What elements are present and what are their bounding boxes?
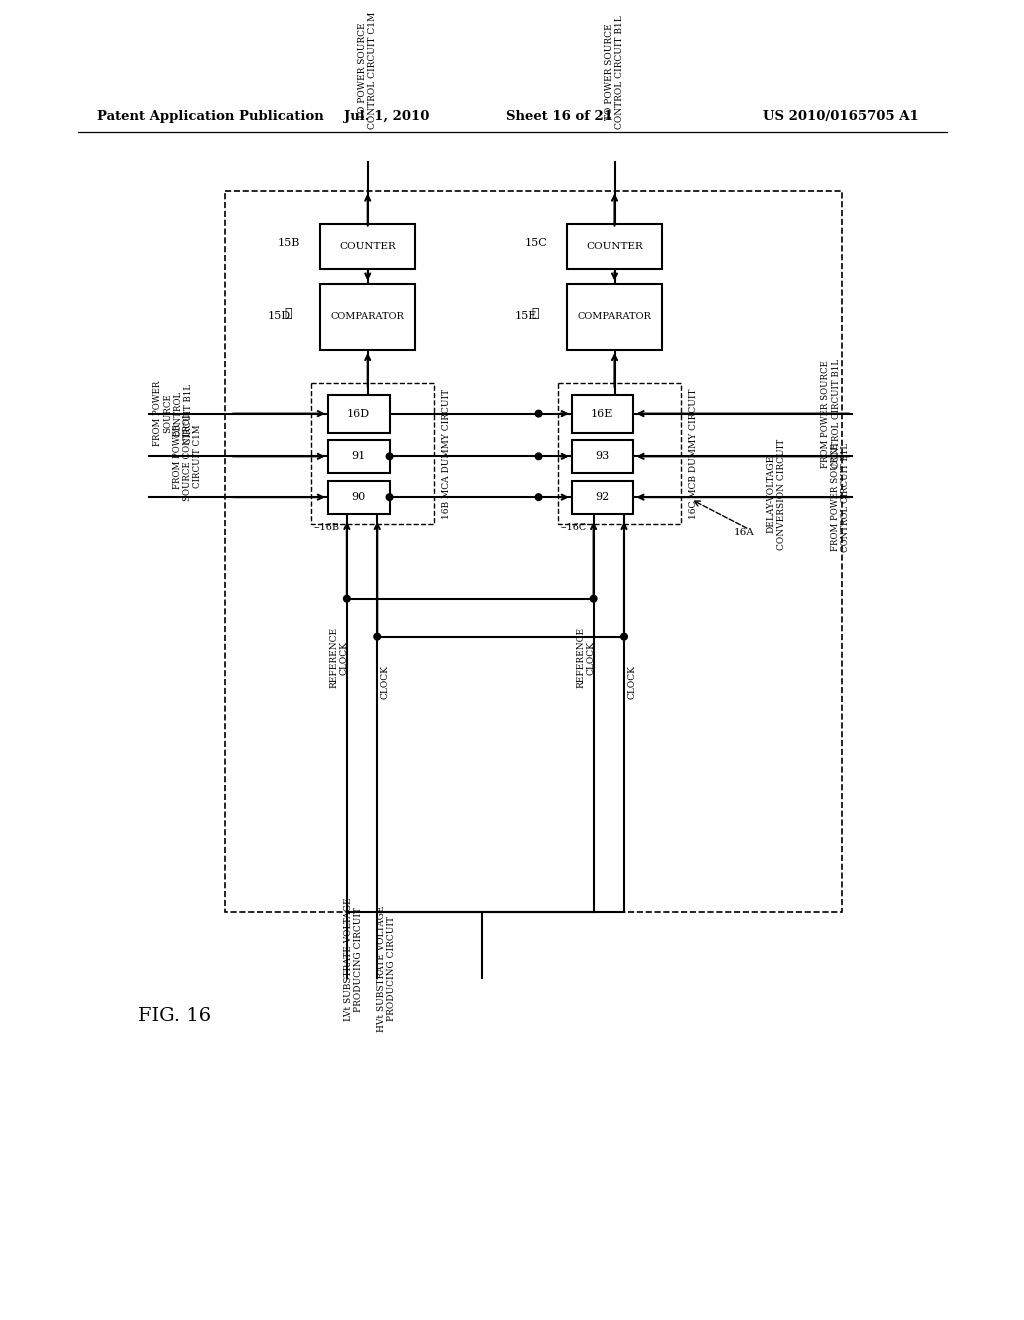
Text: TO POWER SOURCE
CONTROL CIRCUIT B1L: TO POWER SOURCE CONTROL CIRCUIT B1L — [605, 15, 625, 129]
Text: FROM POWER
SOURCE
CONTROL
CIRCUIT B1L: FROM POWER SOURCE CONTROL CIRCUIT B1L — [153, 381, 194, 446]
Text: US 2010/0165705 A1: US 2010/0165705 A1 — [763, 110, 919, 123]
Circle shape — [343, 595, 350, 602]
Text: ⌞: ⌞ — [531, 308, 539, 321]
Bar — [571, 395, 634, 433]
Circle shape — [621, 634, 628, 640]
Text: 16D: 16D — [347, 409, 370, 418]
Text: 90: 90 — [351, 492, 366, 502]
Bar — [311, 383, 434, 524]
Text: Jul. 1, 2010: Jul. 1, 2010 — [344, 110, 429, 123]
Bar — [571, 480, 634, 515]
Text: --16C: --16C — [560, 523, 587, 532]
Text: REFERENCE
CLOCK: REFERENCE CLOCK — [577, 627, 596, 688]
Bar — [328, 440, 389, 474]
Text: TO POWER SOURCE
CONTROL CIRCUIT C1M: TO POWER SOURCE CONTROL CIRCUIT C1M — [358, 12, 378, 129]
Text: CLOCK: CLOCK — [627, 665, 636, 700]
Text: 15D: 15D — [268, 312, 291, 321]
Circle shape — [536, 453, 542, 459]
Text: --16B: --16B — [313, 523, 340, 532]
Text: 16C MCB DUMMY CIRCUIT: 16C MCB DUMMY CIRCUIT — [689, 388, 697, 519]
Bar — [321, 284, 415, 350]
Text: ⌞: ⌞ — [285, 308, 292, 321]
Text: COMPARATOR: COMPARATOR — [331, 313, 404, 321]
Text: COUNTER: COUNTER — [586, 242, 643, 251]
Circle shape — [536, 494, 542, 500]
Text: 16E: 16E — [591, 409, 613, 418]
Bar — [328, 480, 389, 515]
Text: HVt SUBSTRATE VOLTAGE
PRODUCING CIRCUIT: HVt SUBSTRATE VOLTAGE PRODUCING CIRCUIT — [377, 906, 396, 1032]
Text: 15C: 15C — [524, 238, 547, 248]
Bar — [571, 440, 634, 474]
Text: FROM POWER SOURCE
CONTROL CIRCUIT B1L: FROM POWER SOURCE CONTROL CIRCUIT B1L — [821, 359, 841, 469]
Bar — [557, 383, 681, 524]
Circle shape — [386, 453, 393, 459]
Text: COUNTER: COUNTER — [339, 242, 396, 251]
Text: 16B MCA DUMMY CIRCUIT: 16B MCA DUMMY CIRCUIT — [442, 388, 451, 519]
Circle shape — [590, 595, 597, 602]
Bar — [328, 395, 389, 433]
Text: Patent Application Publication: Patent Application Publication — [97, 110, 324, 123]
Text: FIG. 16: FIG. 16 — [138, 1007, 211, 1026]
Text: 16A: 16A — [734, 528, 755, 537]
Text: FROM POWER
SOURCE CONTROL
CIRCUIT C1M: FROM POWER SOURCE CONTROL CIRCUIT C1M — [172, 412, 203, 500]
Text: Sheet 16 of 21: Sheet 16 of 21 — [506, 110, 613, 123]
Circle shape — [536, 411, 542, 417]
Circle shape — [386, 494, 393, 500]
Text: DELAY-VOLTAGE
CONVERSION CIRCUIT: DELAY-VOLTAGE CONVERSION CIRCUIT — [766, 438, 785, 550]
Text: 15E: 15E — [515, 312, 538, 321]
Bar — [321, 224, 415, 269]
Text: 93: 93 — [595, 451, 609, 461]
Text: LVt SUBSTRATE VOLTAGE
PRODUCING CIRCUIT: LVt SUBSTRATE VOLTAGE PRODUCING CIRCUIT — [344, 898, 364, 1022]
Bar — [225, 190, 843, 912]
Text: 92: 92 — [595, 492, 609, 502]
Text: 15B: 15B — [278, 238, 300, 248]
Bar — [567, 224, 662, 269]
Text: 91: 91 — [351, 451, 366, 461]
Text: REFERENCE
CLOCK: REFERENCE CLOCK — [330, 627, 349, 688]
Text: FROM POWER SOURCE
CONTROL CIRCUIT B1L: FROM POWER SOURCE CONTROL CIRCUIT B1L — [830, 442, 850, 552]
Text: CLOCK: CLOCK — [380, 665, 389, 700]
Circle shape — [374, 634, 381, 640]
Text: COMPARATOR: COMPARATOR — [578, 313, 651, 321]
Bar — [567, 284, 662, 350]
